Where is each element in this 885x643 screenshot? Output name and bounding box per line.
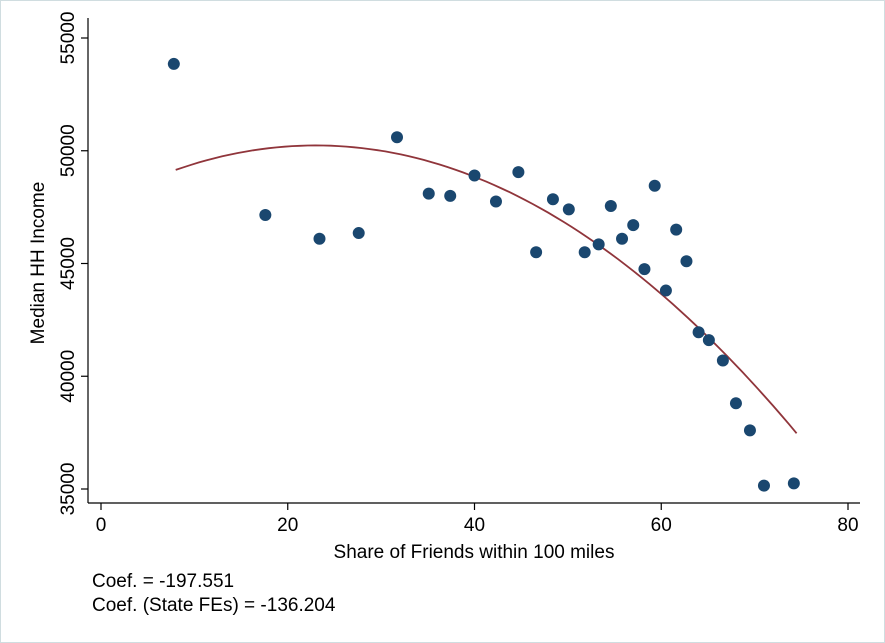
scatter-point xyxy=(468,169,481,182)
scatter-point xyxy=(530,246,543,259)
scatter-point xyxy=(592,238,605,251)
chart-axes: 0 20 40 60 80 35000 40000 45000 50000 55000 xyxy=(58,12,860,536)
scatter-point xyxy=(702,334,715,347)
y-axis-title: Median HH Income xyxy=(28,182,49,345)
scatter-point xyxy=(562,203,575,216)
scatter-point xyxy=(546,193,559,206)
scatter-point xyxy=(259,209,272,222)
scatter-point xyxy=(512,166,525,179)
scatter-point xyxy=(627,219,640,232)
y-tick-label: 45000 xyxy=(58,237,79,290)
scatter-point xyxy=(716,354,729,367)
x-tick-label: 0 xyxy=(96,515,107,536)
y-tick-label: 55000 xyxy=(58,12,79,65)
scatter-point xyxy=(787,477,800,490)
scatter-point xyxy=(638,263,651,276)
y-tick-label: 50000 xyxy=(58,124,79,177)
x-tick-label: 60 xyxy=(651,515,672,536)
scatter-point xyxy=(390,131,403,144)
scatter-point xyxy=(757,479,770,492)
scatter-point xyxy=(313,232,326,245)
scatter-point xyxy=(604,199,617,212)
fit-curve xyxy=(175,144,798,434)
scatter-point xyxy=(578,246,591,259)
scatter-point xyxy=(444,189,457,202)
y-tick-label: 35000 xyxy=(58,463,79,516)
fit-line-group xyxy=(175,144,798,434)
scatter-point xyxy=(670,223,683,236)
x-tick-label: 40 xyxy=(464,515,485,536)
scatter-point xyxy=(648,179,661,192)
scatter-point xyxy=(616,232,629,245)
scatter-point xyxy=(352,227,365,240)
scatter-point xyxy=(692,326,705,339)
scatter-point xyxy=(729,397,742,410)
x-tick-label: 80 xyxy=(837,515,858,536)
scatter-point xyxy=(743,424,756,437)
coef-note: Coef. = -197.551 xyxy=(92,571,235,592)
points-group xyxy=(167,57,800,492)
scatter-point xyxy=(422,187,435,200)
x-axis-title: Share of Friends within 100 miles xyxy=(334,542,615,563)
scatter-point xyxy=(659,284,672,297)
coef-state-note: Coef. (State FEs) = -136.204 xyxy=(92,595,336,616)
x-tick-label: 20 xyxy=(277,515,298,536)
y-tick-label: 40000 xyxy=(58,350,79,403)
scatter-point xyxy=(167,57,180,70)
scatter-point xyxy=(489,195,502,208)
scatter-point xyxy=(680,255,693,268)
